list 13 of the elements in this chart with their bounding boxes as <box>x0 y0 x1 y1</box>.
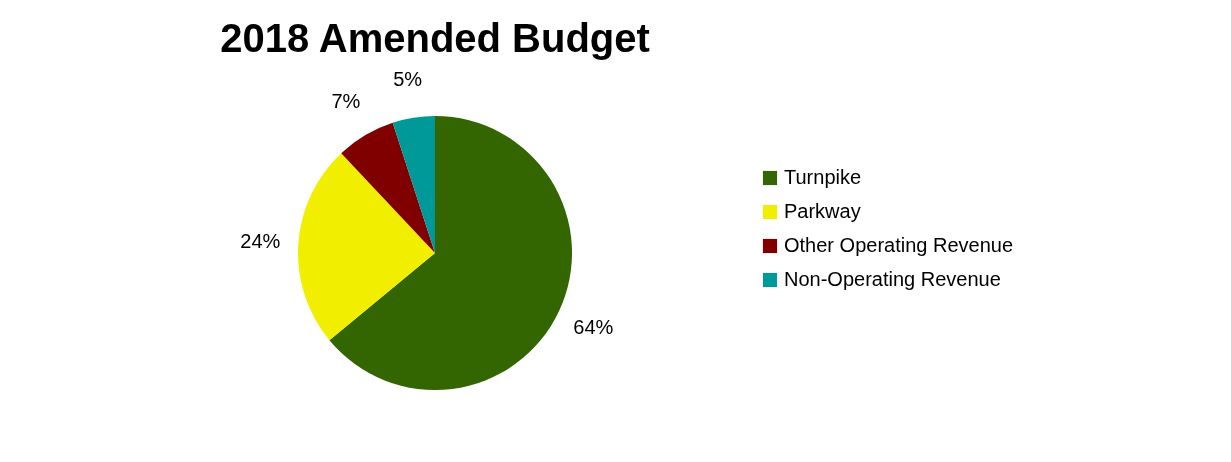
pie-slice <box>329 116 572 390</box>
data-label: 5% <box>393 68 423 91</box>
data-label: 24% <box>240 230 281 253</box>
chart-title: 2018 Amended Budget <box>220 16 650 61</box>
legend-label: Other Operating Revenue <box>784 234 1014 256</box>
data-label: 7% <box>331 90 361 113</box>
pie-slice <box>392 116 435 253</box>
pie-slice <box>298 153 435 341</box>
legend-label: Non-Operating Revenue <box>784 268 1001 290</box>
legend-label: Turnpike <box>784 166 862 188</box>
data-label: 64% <box>573 315 614 338</box>
pie-slice <box>341 122 435 253</box>
legend-label: Parkway <box>784 200 861 222</box>
